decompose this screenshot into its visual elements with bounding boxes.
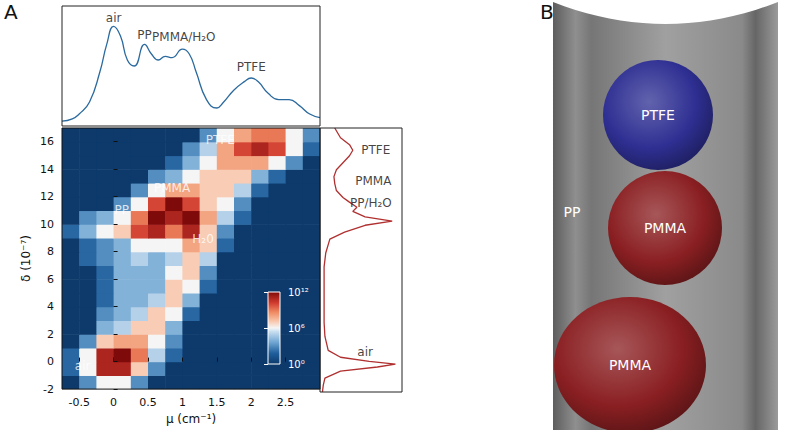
svg-text:B: B — [540, 0, 554, 24]
svg-text:-0.5: -0.5 — [68, 396, 89, 409]
svg-text:PMMA: PMMA — [154, 181, 191, 195]
svg-text:16: 16 — [40, 135, 54, 148]
svg-text:10¹²: 10¹² — [288, 287, 309, 298]
svg-text:0: 0 — [110, 396, 117, 409]
svg-text:10⁰: 10⁰ — [288, 359, 305, 370]
svg-text:0.5: 0.5 — [139, 396, 157, 409]
svg-text:PTFE: PTFE — [361, 143, 390, 157]
svg-text:PMMA: PMMA — [609, 357, 652, 373]
svg-text:1: 1 — [179, 396, 186, 409]
svg-text:14: 14 — [40, 163, 54, 176]
svg-text:4: 4 — [47, 300, 54, 313]
svg-text:μ (cm⁻¹): μ (cm⁻¹) — [166, 412, 216, 426]
svg-text:0: 0 — [47, 355, 54, 368]
svg-text:PTFE: PTFE — [237, 60, 266, 74]
svg-text:1.5: 1.5 — [208, 396, 226, 409]
svg-text:A: A — [4, 0, 18, 24]
svg-text:6: 6 — [47, 273, 54, 286]
svg-text:air: air — [75, 359, 91, 373]
svg-text:air: air — [357, 345, 373, 359]
svg-text:10⁶: 10⁶ — [288, 323, 305, 334]
svg-text:PP/H₂O: PP/H₂O — [350, 196, 392, 210]
svg-text:δ (10⁻⁷): δ (10⁻⁷) — [19, 235, 33, 282]
svg-text:PMMA/H₂O: PMMA/H₂O — [152, 30, 215, 44]
svg-text:2: 2 — [248, 396, 255, 409]
svg-text:PMMA: PMMA — [644, 220, 687, 236]
svg-text:10: 10 — [40, 218, 54, 231]
svg-text:2: 2 — [47, 328, 54, 341]
svg-text:H₂0: H₂0 — [192, 232, 213, 246]
svg-text:air: air — [106, 11, 122, 25]
svg-text:-2: -2 — [43, 383, 54, 396]
svg-text:12: 12 — [40, 190, 54, 203]
svg-text:PTFE: PTFE — [206, 133, 235, 147]
svg-text:PTFE: PTFE — [641, 107, 675, 123]
svg-text:2.5: 2.5 — [277, 396, 295, 409]
svg-text:8: 8 — [47, 245, 54, 258]
svg-text:PP: PP — [137, 28, 151, 42]
svg-text:PP: PP — [564, 204, 581, 220]
svg-text:PMMA: PMMA — [355, 174, 392, 188]
svg-text:PP: PP — [115, 203, 129, 217]
